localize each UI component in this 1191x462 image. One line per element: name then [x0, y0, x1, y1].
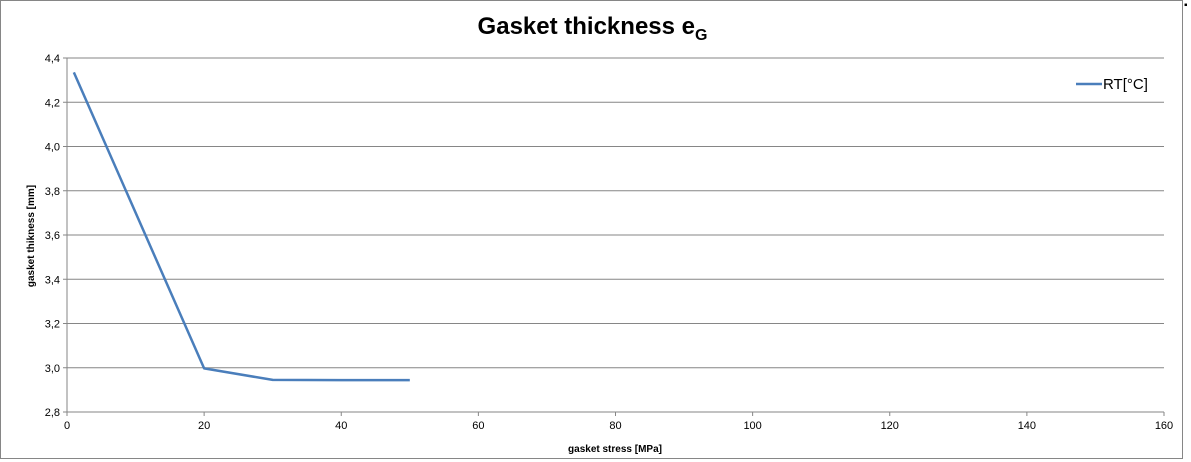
- x-tick-label: 100: [743, 420, 761, 432]
- legend: RT[°C]: [1076, 76, 1148, 93]
- y-tick-label: 4,4: [45, 53, 60, 65]
- series-lines: [74, 72, 410, 380]
- axes: [63, 58, 1164, 416]
- y-axis-title: gasket thikness [mm]: [26, 185, 37, 287]
- corner-mark: ▪: [1184, 0, 1188, 11]
- x-tick-label: 60: [472, 420, 484, 432]
- x-tick-label: 40: [335, 420, 347, 432]
- x-tick-label: 120: [881, 420, 899, 432]
- series-line-0: [74, 72, 410, 380]
- x-axis-title: gasket stress [MPa]: [568, 444, 662, 455]
- x-tick-label: 80: [609, 420, 621, 432]
- y-tick-label: 3,6: [45, 230, 60, 242]
- y-tick-label: 4,0: [45, 142, 60, 154]
- y-tick-label: 4,2: [45, 97, 60, 109]
- gridlines: [67, 58, 1164, 368]
- legend-label: RT[°C]: [1103, 76, 1148, 93]
- y-tick-label: 3,4: [45, 274, 60, 286]
- x-tick-label: 160: [1155, 420, 1173, 432]
- y-tick-label: 3,0: [45, 363, 60, 375]
- y-tick-labels: 2,8 3,0 3,2 3,4 3,6 3,8 4,0 4,2 4,4: [45, 53, 60, 419]
- y-tick-label: 2,8: [45, 407, 60, 419]
- x-tick-label: 20: [198, 420, 210, 432]
- x-tick-label: 0: [64, 420, 70, 432]
- y-tick-label: 3,8: [45, 186, 60, 198]
- x-tick-label: 140: [1018, 420, 1036, 432]
- y-tick-label: 3,2: [45, 319, 60, 331]
- x-tick-labels: 0 20 40 60 80 100 120 140 160: [64, 420, 1173, 432]
